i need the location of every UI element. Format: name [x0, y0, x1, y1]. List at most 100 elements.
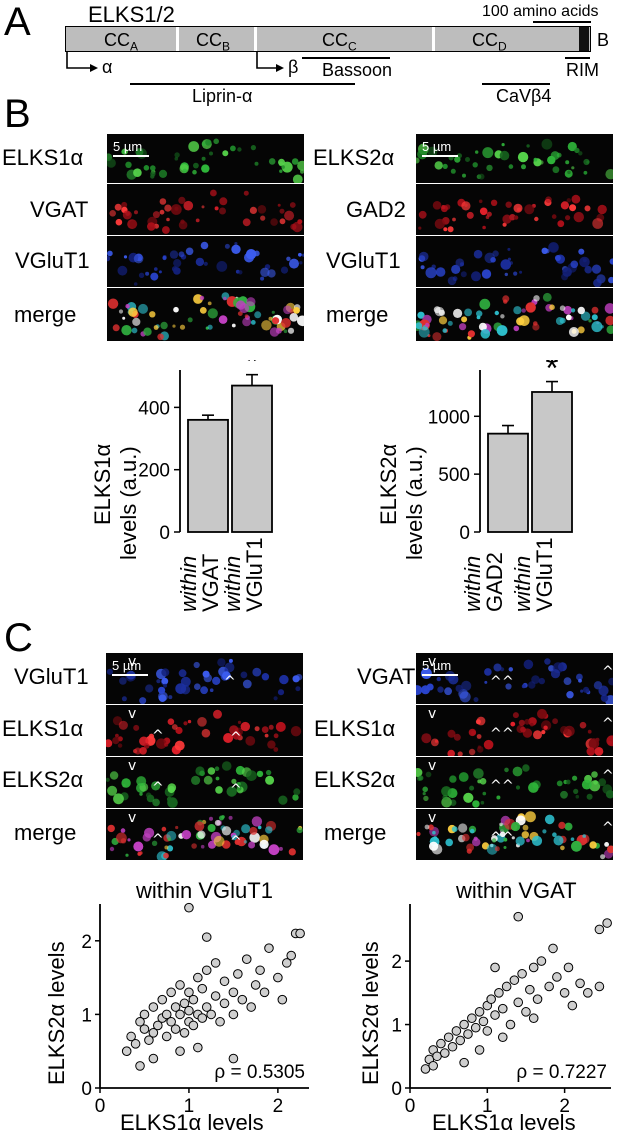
arrowhead-marker: ^ [230, 782, 242, 798]
row-label: VGAT [357, 664, 416, 689]
arrowhead-marker: v [428, 654, 437, 670]
scale-bar: 5 µm [113, 140, 149, 157]
data-point [215, 1016, 225, 1027]
data-point [206, 1009, 216, 1020]
significance-star: * [245, 360, 258, 381]
data-point [536, 956, 547, 966]
data-point [509, 975, 520, 985]
y-tick-label: 500 [438, 465, 470, 486]
elks2-bar-chart: 0 500 1000 * [428, 360, 573, 540]
data-point [264, 943, 274, 953]
left-ylabel-2: levels (a.u.) [116, 446, 141, 560]
xcat-label: GAD2 [482, 552, 507, 612]
data-point [233, 969, 243, 979]
xcat-label: VGAT [198, 553, 223, 612]
data-point [161, 1031, 172, 1042]
row-label: ELKS1α [2, 145, 84, 170]
micrograph-tile [107, 288, 304, 341]
arrowhead-marker: ^ [502, 830, 514, 846]
data-point [201, 965, 212, 976]
data-point [250, 980, 261, 990]
data-point [237, 994, 248, 1005]
x-tick-label: 1 [184, 1096, 195, 1117]
data-point [552, 972, 562, 982]
arrowhead-marker: ^ [152, 780, 164, 796]
row-label: VGluT1 [326, 248, 401, 273]
y-tick-label: 0 [459, 523, 470, 540]
row-label: merge [14, 302, 77, 327]
arrowhead-marker: v [128, 810, 137, 826]
data-point [517, 968, 527, 979]
arrowhead-marker: ^ [224, 674, 236, 690]
data-point [246, 1002, 256, 1012]
data-point [439, 1048, 450, 1058]
data-point [451, 1026, 462, 1036]
scatter-right-ylabel: ELKS2α levels [358, 941, 383, 1085]
arrowhead-marker: v [128, 706, 137, 722]
data-point [501, 981, 512, 992]
arrowhead-marker: ^ [152, 728, 164, 744]
data-point [277, 994, 288, 1005]
arrowhead-marker: v [428, 758, 437, 774]
data-point [175, 980, 185, 990]
data-point [135, 1061, 145, 1071]
data-point [455, 1035, 466, 1046]
data-point [241, 954, 252, 965]
data-point [273, 972, 283, 983]
y-tick-label: 400 [138, 398, 170, 419]
panel-c-letter: C [4, 616, 33, 660]
data-point [559, 988, 570, 998]
data-point [521, 1007, 531, 1017]
data-point [166, 1016, 176, 1027]
scale-bar-label: 5 µm [113, 139, 143, 154]
data-point [139, 1024, 150, 1034]
data-point [228, 1053, 239, 1064]
c-terminal-block [579, 27, 589, 51]
domain-divider [432, 27, 435, 51]
data-point [474, 1045, 485, 1055]
data-point [436, 1038, 446, 1049]
b-label: B [597, 30, 610, 50]
panel-a-title: ELKS1/2 [88, 2, 175, 27]
row-label: ELKS2α [313, 145, 395, 170]
data-point [153, 1020, 163, 1031]
domain-cc-d: CCD [472, 30, 507, 54]
data-point [459, 1019, 469, 1030]
panel-a-annotations [66, 52, 590, 85]
micrograph-tile: 5 µm [416, 134, 613, 183]
data-point [197, 1013, 208, 1023]
data-point [126, 1031, 136, 1042]
xcat-label: within [510, 555, 535, 612]
micrograph-tile: 5 µm [107, 134, 304, 183]
data-point [184, 987, 194, 998]
row-label: GAD2 [346, 197, 406, 222]
scatter-right-xlabel: ELKS1α levels [432, 1110, 576, 1135]
data-point [170, 1024, 181, 1034]
micrograph-tile: 5 µm v ^ [106, 653, 303, 704]
data-point [148, 1028, 159, 1038]
rim-label: RIM [566, 60, 599, 80]
arrowhead-marker: ^ [152, 832, 164, 848]
isoform-alpha: α [102, 57, 113, 77]
right-ylabel-2: levels (a.u.) [402, 446, 427, 560]
domain-divider [176, 27, 179, 51]
cavb4-label: CaVβ4 [496, 86, 552, 106]
micrograph-tile [416, 236, 613, 287]
micrograph-tile: v ^ ^ [106, 809, 303, 860]
data-point [148, 1002, 159, 1012]
arrowhead-marker: ^ [602, 716, 613, 732]
scale-bar-label: 5 µm [422, 139, 452, 154]
micrograph-tile [107, 236, 304, 287]
data-point [447, 1041, 458, 1052]
isoform-beta: β [288, 57, 299, 77]
scatter-right-title: within VGAT [456, 878, 577, 903]
data-point [583, 988, 593, 998]
data-point [497, 1032, 508, 1043]
scatter-left-title: within VGluT1 [136, 878, 273, 903]
scale-bar-label: 5 µm [112, 658, 142, 673]
micrograph-tile: v ^ ^ [106, 705, 303, 756]
bar [487, 432, 529, 533]
micrograph-tile [107, 184, 304, 235]
data-point [130, 1039, 141, 1049]
domain-cc-b: CCB [196, 30, 231, 54]
